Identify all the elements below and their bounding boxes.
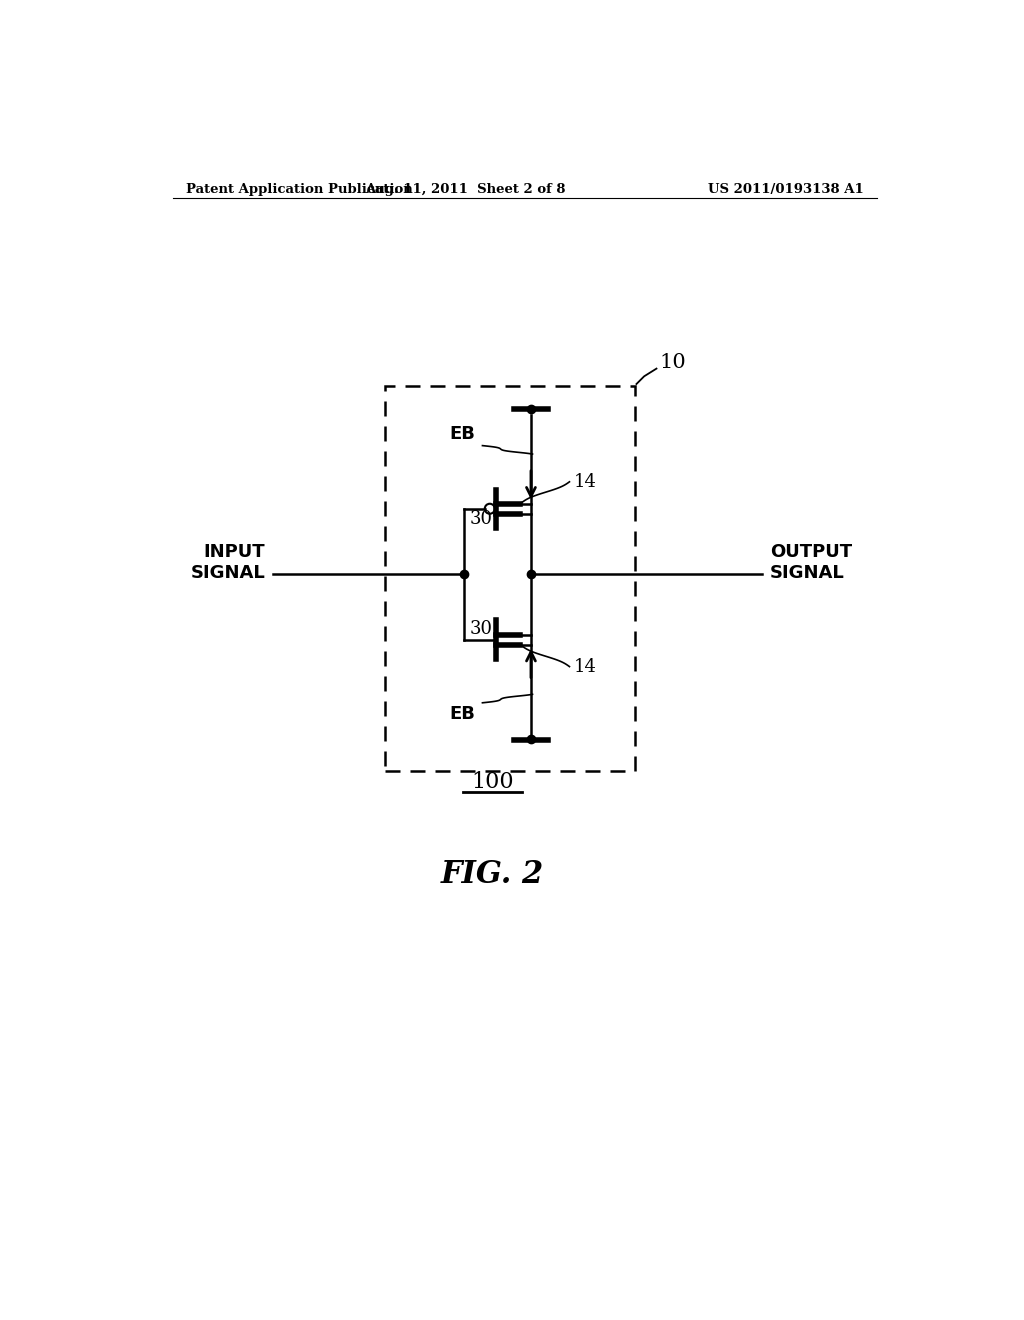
Text: 30: 30	[469, 511, 493, 528]
Text: US 2011/0193138 A1: US 2011/0193138 A1	[708, 183, 863, 197]
Text: 14: 14	[573, 657, 596, 676]
Text: 30: 30	[469, 620, 493, 638]
Text: FIG. 2: FIG. 2	[441, 859, 544, 890]
Text: 100: 100	[471, 771, 514, 792]
Text: INPUT
SIGNAL: INPUT SIGNAL	[190, 544, 265, 582]
Text: Aug. 11, 2011  Sheet 2 of 8: Aug. 11, 2011 Sheet 2 of 8	[366, 183, 565, 197]
Text: OUTPUT
SIGNAL: OUTPUT SIGNAL	[770, 544, 852, 582]
Text: 14: 14	[573, 473, 596, 491]
Text: EB: EB	[449, 425, 475, 444]
Text: 10: 10	[659, 352, 686, 372]
Text: Patent Application Publication: Patent Application Publication	[186, 183, 413, 197]
Text: EB: EB	[449, 705, 475, 723]
